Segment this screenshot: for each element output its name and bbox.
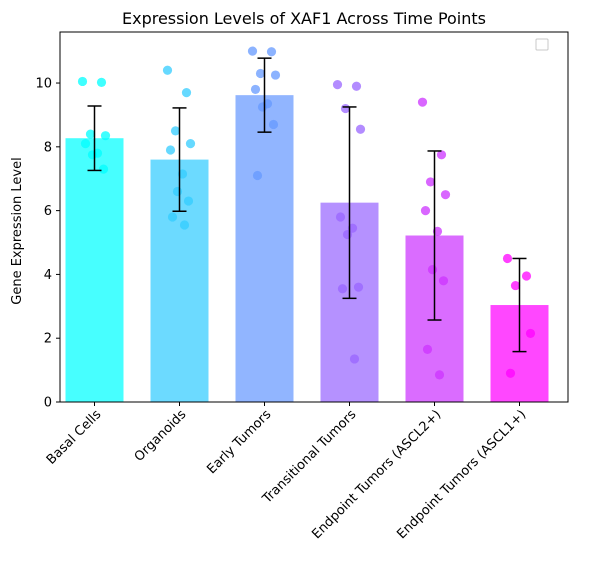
legend-box	[535, 38, 549, 51]
data-point-3-1	[351, 81, 362, 91]
data-point-5-0	[502, 253, 513, 264]
data-point-3-3	[355, 124, 366, 134]
y-tick-label-4: 4	[44, 268, 52, 283]
data-point-0-3	[100, 131, 111, 141]
data-point-1-8	[167, 212, 178, 222]
x-tick-label-1: Organoids	[132, 407, 190, 465]
bar-0	[65, 138, 124, 402]
data-point-1-6	[172, 186, 183, 197]
data-point-5-3	[525, 328, 536, 339]
y-axis-label: Gene Expression Level	[10, 157, 25, 304]
data-point-0-0	[77, 76, 88, 87]
data-point-2-0	[247, 46, 258, 56]
data-point-1-2	[170, 126, 181, 136]
data-point-1-1	[181, 88, 192, 98]
data-point-0-1	[96, 77, 107, 87]
data-point-4-2	[425, 177, 436, 187]
data-point-4-1	[436, 150, 447, 160]
data-point-3-7	[353, 282, 364, 292]
data-point-4-9	[434, 370, 445, 380]
x-tick-label-0: Basal Cells	[44, 407, 105, 468]
data-point-0-6	[87, 150, 98, 160]
data-point-2-2	[255, 68, 266, 79]
bar-2	[235, 95, 294, 402]
plot-frame	[59, 31, 569, 403]
data-point-3-2	[340, 103, 351, 114]
data-point-2-7	[268, 119, 279, 130]
data-point-4-0	[417, 97, 428, 107]
data-point-5-1	[521, 271, 532, 281]
data-point-5-4	[505, 368, 516, 378]
data-point-2-1	[266, 47, 277, 57]
y-tick-label-10: 10	[35, 77, 52, 92]
data-point-1-7	[183, 196, 194, 206]
y-tick-label-0: 0	[44, 396, 52, 411]
data-point-4-8	[422, 344, 433, 354]
data-point-3-8	[337, 284, 348, 294]
data-point-5-2	[510, 280, 521, 291]
y-tick-label-2: 2	[44, 332, 52, 347]
data-point-2-8	[252, 170, 263, 181]
y-tick-label-8: 8	[44, 140, 52, 155]
data-point-2-3	[270, 70, 281, 80]
x-tick-label-3: Transitional Tumors	[259, 407, 359, 507]
chart-title: Expression Levels of XAF1 Across Time Po…	[122, 9, 486, 28]
y-tick-label-6: 6	[44, 204, 52, 219]
data-point-0-2	[85, 129, 96, 139]
data-point-4-3	[440, 190, 451, 200]
data-point-3-4	[335, 212, 346, 222]
data-point-4-4	[420, 206, 431, 216]
data-point-1-9	[179, 220, 190, 230]
data-point-4-7	[438, 276, 449, 286]
data-point-3-6	[342, 229, 353, 240]
data-point-0-4	[80, 139, 91, 149]
x-tick-label-2: Early Tumors	[204, 407, 274, 477]
data-point-4-6	[427, 265, 438, 275]
data-point-1-3	[185, 139, 196, 149]
data-point-2-6	[257, 102, 268, 112]
data-point-3-0	[332, 80, 343, 90]
plot-area: 0 2 4 6 8 10 Basal Cells Organoids Early TumorsT…	[35, 46, 549, 542]
data-point-2-4	[250, 84, 261, 95]
data-point-1-4	[165, 145, 176, 155]
data-point-1-0	[162, 65, 173, 75]
data-point-3-9	[349, 354, 360, 364]
data-point-0-7	[98, 164, 109, 174]
